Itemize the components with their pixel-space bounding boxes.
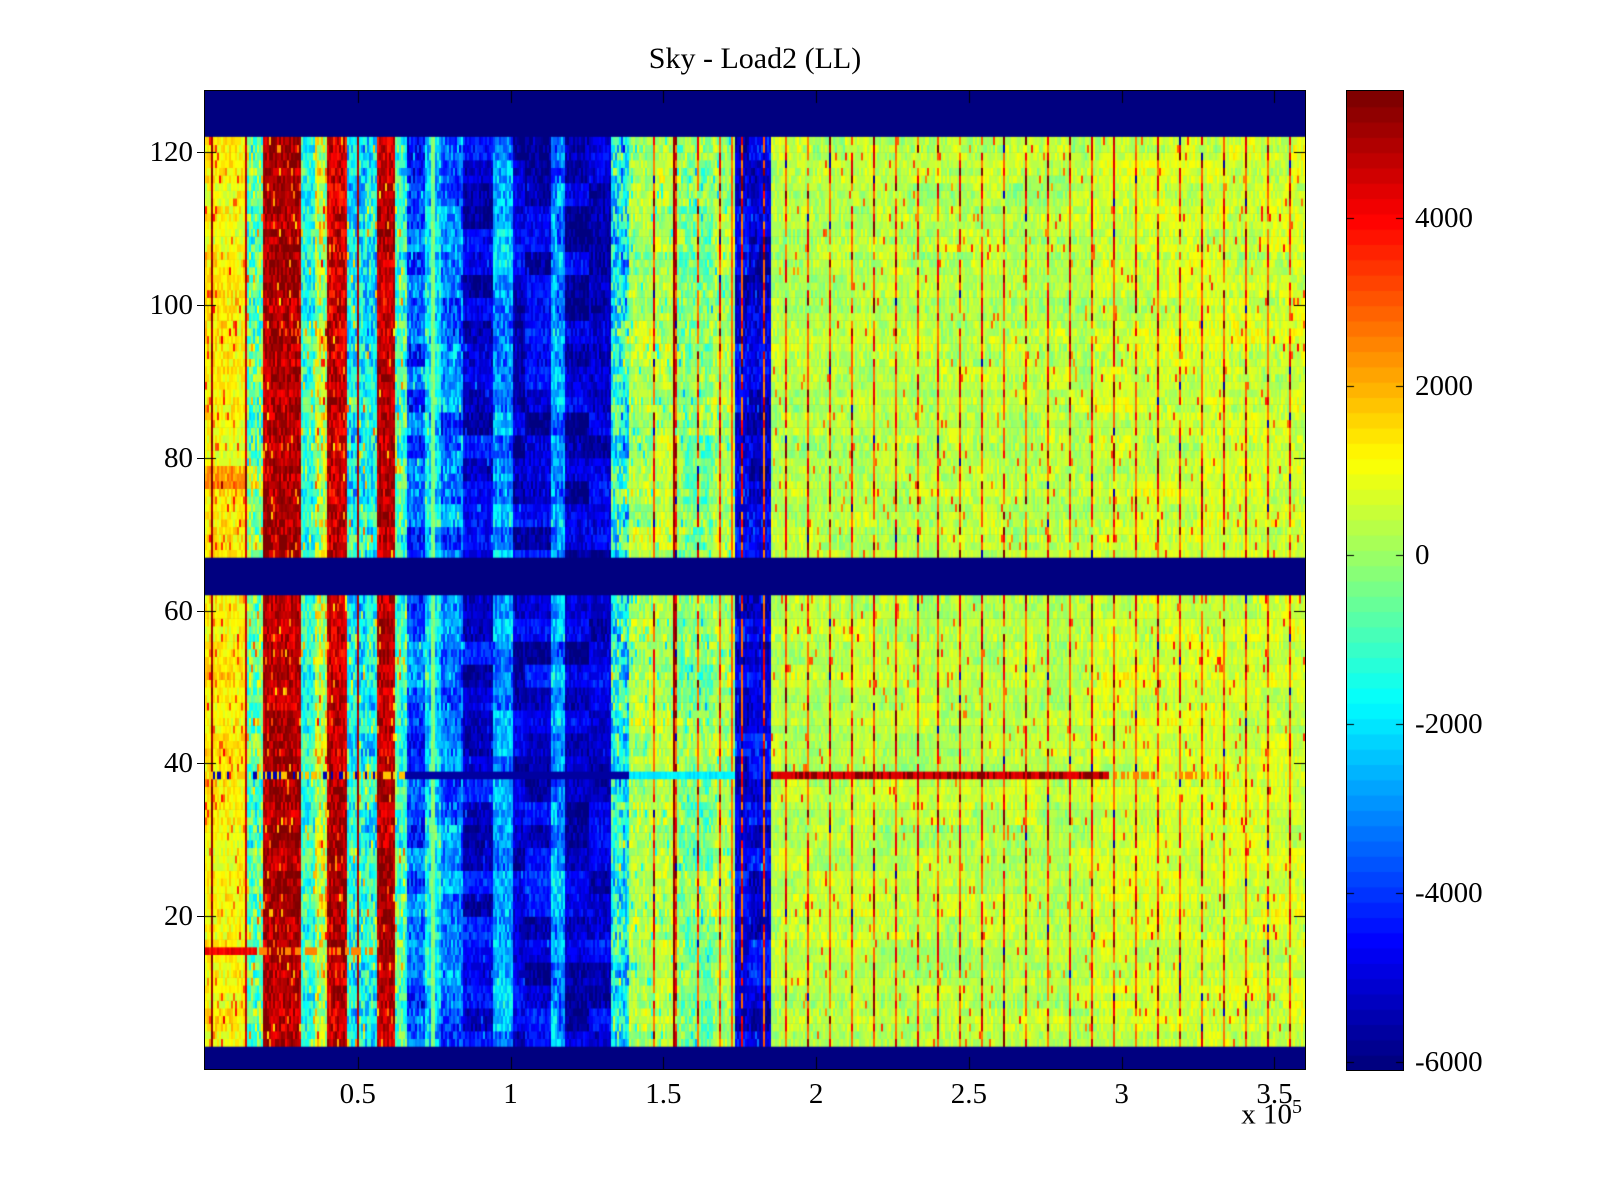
colorbar-tick-label: 2000 (1415, 370, 1473, 403)
exponent-prefix: x 10 (1241, 1098, 1292, 1131)
y-tick-label: 80 (164, 441, 193, 474)
y-tick-label: 40 (164, 747, 193, 780)
exponent-value: 5 (1292, 1096, 1302, 1118)
colorbar-tick-label: 0 (1415, 539, 1430, 572)
heatmap-canvas (205, 91, 1305, 1069)
x-axis-exponent-label: x 105 (1150, 1096, 1302, 1132)
y-tick-mark (197, 611, 205, 612)
x-tick-label: 0.5 (339, 1078, 376, 1110)
colorbar-tick-label: -2000 (1415, 707, 1483, 740)
y-tick-mark (197, 916, 205, 917)
y-tick-label: 120 (149, 136, 194, 169)
x-tick-label: 1.5 (645, 1078, 682, 1110)
y-tick-mark (197, 305, 205, 306)
x-tick-label: 3 (1114, 1078, 1129, 1110)
x-tick-label: 3.5 (1256, 1078, 1293, 1110)
y-tick-label: 60 (164, 594, 193, 627)
y-tick-mark (197, 763, 205, 764)
chart-title: Sky - Load2 (LL) (648, 42, 862, 75)
y-tick-mark (197, 458, 205, 459)
x-tick-label: 1 (503, 1078, 518, 1110)
colorbar-tick-label: -4000 (1415, 876, 1483, 909)
x-tick-label: 2 (808, 1078, 824, 1110)
colorbar-tick-label: 4000 (1415, 201, 1473, 234)
y-tick-mark (197, 152, 205, 153)
colorbar-canvas (1347, 91, 1403, 1070)
x-tick-label: 2.5 (950, 1078, 987, 1110)
y-tick-label: 100 (149, 288, 194, 321)
heatmap-axes (204, 90, 1306, 1070)
y-tick-label: 20 (164, 900, 193, 933)
colorbar (1346, 90, 1404, 1071)
colorbar-tick-label: -6000 (1415, 1045, 1483, 1078)
